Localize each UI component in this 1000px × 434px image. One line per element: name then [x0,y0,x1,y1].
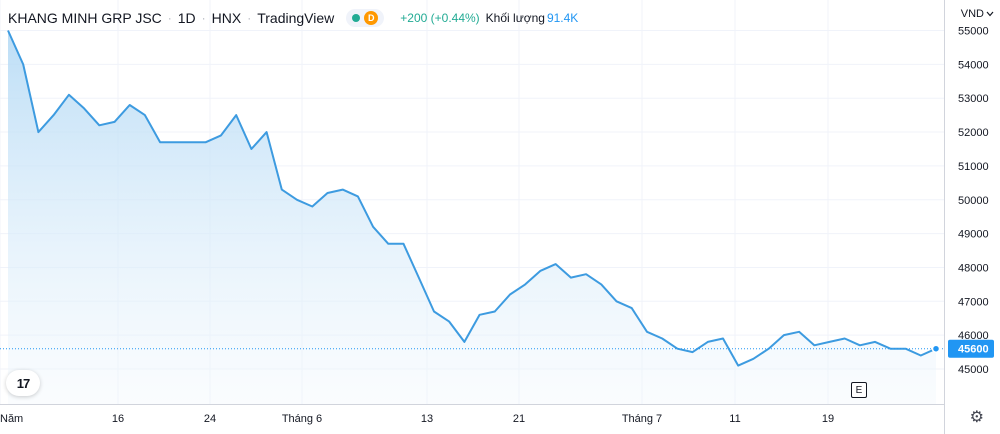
tradingview-logo[interactable]: 17 [6,370,40,396]
earnings-marker[interactable]: E [851,382,867,398]
y-tick-label: 51000 [958,161,989,173]
x-tick-label: 24 [204,413,216,425]
legend-separator: · [167,11,172,25]
y-tick-label: 48000 [958,262,989,274]
x-tick-label: 13 [421,413,433,425]
exchange-label: HNX [211,10,242,26]
market-status-pill[interactable]: D [346,9,385,27]
y-tick-label: 52000 [958,127,989,139]
market-status-dot-icon [352,14,361,22]
price-change: +200 (+0.44%) [400,11,480,25]
chart-legend: KHANG MINH GRP JSC · 1D · HNX · TradingV… [8,6,578,30]
y-tick-label: 54000 [958,59,989,71]
price-area-fill [8,30,936,404]
gear-icon[interactable]: ⚙ [969,409,984,426]
currency-selector[interactable]: VND [961,8,994,20]
y-tick-label: 47000 [958,296,989,308]
x-tick-label: Tháng 6 [282,413,322,425]
price-area [7,30,937,404]
last-price-label: 45600 [958,344,989,356]
last-point-marker [931,344,941,353]
y-tick-label: 50000 [958,195,989,207]
y-tick-label: 53000 [958,93,989,105]
last-price-line: 45600 [0,339,994,358]
legend-separator: · [201,11,206,25]
x-tick-label: 16 [112,413,124,425]
price-series-line [7,30,937,367]
source-label: TradingView [257,10,335,26]
y-tick-label: 55000 [958,26,989,38]
x-tick-label: 19 [822,413,834,425]
legend-separator: · [247,11,252,25]
y-tick-label: 49000 [958,229,989,241]
chevron-down-icon [986,11,994,17]
y-tick-label: 45000 [958,364,989,376]
x-tick-label: 11 [729,413,740,425]
volume-label: Khối lượng [485,11,545,25]
interval-label[interactable]: 1D [177,10,196,26]
currency-label: VND [960,8,984,20]
x-tick-label: 21 [513,413,525,425]
y-axis: 45000 46000 47000 48000 49000 50000 51000 52000… [958,26,989,377]
last-price-tag [948,339,994,358]
x-tick-label: Năm [0,413,23,425]
volume-value: 91.4K [546,11,579,25]
y-tick-label: 46000 [958,330,989,342]
delayed-badge: D [364,11,379,25]
x-tick-label: Tháng 7 [622,413,662,425]
x-axis: Năm 16 24 Tháng 6 13 21 Tháng 7 11 19 [0,413,834,425]
symbol-name[interactable]: KHANG MINH GRP JSC [8,10,162,26]
